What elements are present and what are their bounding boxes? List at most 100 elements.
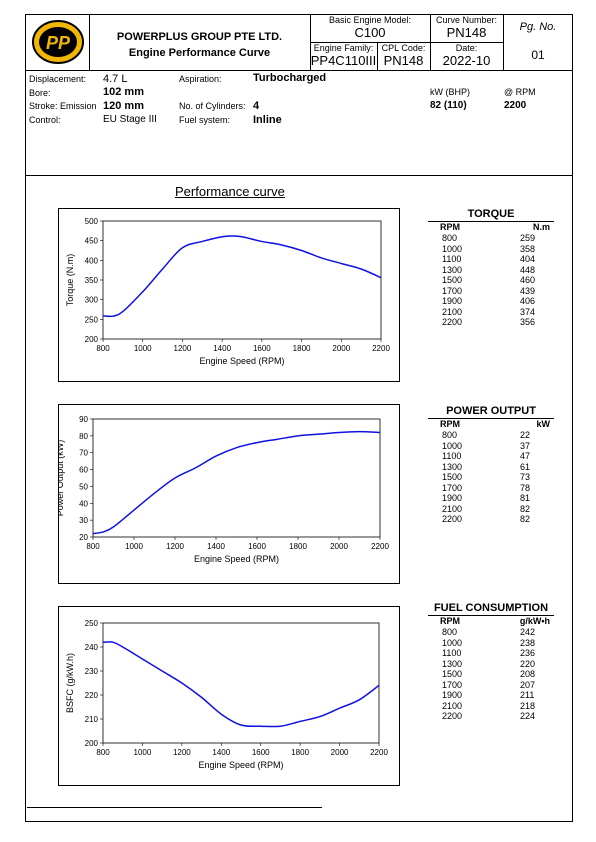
section-title: Performance curve [175, 184, 285, 199]
y-axis-label: BSFC (g/kW.h) [65, 653, 75, 713]
page-frame [25, 14, 573, 822]
x-tick-label: 800 [86, 542, 100, 551]
cylinders-value: 4 [253, 100, 260, 112]
x-tick-label: 1000 [134, 748, 152, 757]
rpm-label: @ RPM [504, 87, 536, 97]
x-axis-label: Engine Speed (RPM) [199, 356, 284, 366]
rpm-cell: 1000 [442, 637, 463, 648]
table-row: 2100 82 [428, 504, 554, 515]
table-row: 800 242 [428, 627, 554, 638]
x-tick-label: 2200 [370, 748, 388, 757]
rpm-cell: 2100 [442, 306, 463, 317]
kw-bhp-value: 82 (110) [430, 100, 467, 111]
y-tick-label: 70 [79, 449, 88, 458]
y-axis-label: Torque (N.m) [65, 254, 75, 307]
table-row: 1100 236 [428, 648, 554, 659]
company-logo: PP [30, 18, 86, 66]
rpm-cell: 1100 [442, 254, 462, 264]
bsfc-chart: 800 1000 1200 1400 1600 1800 2000 2200 200 210 220… [58, 606, 400, 786]
rpm-cell: 1900 [442, 690, 463, 700]
control-value: EU Stage III [103, 114, 157, 125]
rpm-cell: 1500 [442, 669, 463, 679]
basic-model-value: C100 [354, 25, 386, 40]
rpm-cell: 1900 [442, 296, 463, 306]
rpm-cell: 1000 [442, 440, 463, 451]
table-row: 2200 224 [428, 711, 554, 722]
table-row: 1100 404 [428, 254, 554, 265]
power-chart-svg: 800 1000 1200 1400 1600 1800 2000 2200 20 30 40 50 6… [55, 415, 389, 564]
rpm-cell: 1000 [442, 243, 463, 254]
y-tick-label: 200 [85, 739, 99, 748]
rpm-cell: 1100 [442, 451, 462, 461]
bore-value: 102 mm [103, 86, 144, 98]
x-tick-label: 1200 [173, 748, 191, 757]
rpm-cell: 1900 [442, 493, 463, 503]
table-fuel-consumption: FUEL CONSUMPTION RPM g/kW•h 800 242 1000 238 11… [428, 602, 554, 722]
table-header: RPM kW [428, 419, 554, 430]
y-tick-label: 210 [85, 715, 99, 724]
rpm-cell: 2100 [442, 700, 463, 711]
value-cell: 208 [520, 669, 536, 679]
y-tick-label: 250 [85, 619, 99, 628]
x-tick-label: 1400 [207, 542, 225, 551]
table-row: 1000 37 [428, 441, 554, 452]
x-tick-label: 2000 [332, 344, 350, 353]
table-row: 1700 207 [428, 680, 554, 691]
page-number-label: Pg. No. [519, 21, 557, 33]
control-label: Control: [29, 115, 61, 125]
table-row: 800 259 [428, 233, 554, 244]
x-tick-label: 1000 [125, 542, 143, 551]
value-cell: 236 [520, 648, 536, 658]
value-cell: 220 [520, 658, 536, 669]
table-title: TORQUE [428, 208, 554, 222]
table-torque: TORQUE RPM N.m 800 259 1000 358 1100 404 1300 448 1… [428, 208, 554, 328]
value-cell: 81 [520, 493, 531, 503]
cylinders-label: No. of Cylinders: [179, 101, 246, 111]
table-row: 1300 448 [428, 265, 554, 276]
y-tick-label: 200 [85, 335, 99, 344]
value-cell: 238 [520, 637, 536, 648]
x-tick-label: 2200 [372, 344, 390, 353]
column-header: N.m [532, 222, 550, 232]
table-row: 1000 358 [428, 244, 554, 255]
value-cell: 460 [520, 275, 536, 285]
rpm-cell: 2200 [442, 317, 463, 327]
stroke-value: 120 mm [103, 100, 144, 112]
rpm-cell: 2200 [442, 711, 463, 721]
plot-area [102, 220, 382, 340]
rpm-cell: 800 [442, 627, 458, 637]
rpm-value: 2200 [504, 100, 527, 111]
x-tick-label: 1800 [289, 542, 307, 551]
y-tick-label: 500 [85, 217, 99, 226]
table-row: 1900 81 [428, 493, 554, 504]
column-header: RPM [440, 222, 460, 232]
table-row: 2200 82 [428, 514, 554, 525]
date-value: 2022-10 [442, 53, 491, 68]
table-row: 1500 460 [428, 275, 554, 286]
cpl-code-value: PN148 [383, 53, 424, 68]
table-row: 1900 406 [428, 296, 554, 307]
value-cell: 22 [520, 430, 531, 440]
x-tick-label: 2000 [331, 748, 349, 757]
value-cell: 358 [520, 243, 536, 254]
x-tick-label: 2200 [371, 542, 389, 551]
plot-area [102, 622, 380, 744]
series-line [92, 430, 381, 535]
bore-label: Bore: [29, 88, 51, 98]
rpm-cell: 1500 [442, 472, 463, 482]
curve-number-label: Curve Number: [435, 15, 498, 25]
y-tick-label: 250 [85, 315, 99, 324]
table-header: RPM g/kW•h [428, 616, 554, 627]
y-tick-label: 300 [85, 296, 99, 305]
x-tick-label: 1400 [212, 748, 230, 757]
header-bottom-rule [25, 70, 573, 71]
x-tick-label: 1400 [213, 344, 231, 353]
value-cell: 82 [520, 514, 531, 524]
table-row: 1900 211 [428, 690, 554, 701]
y-tick-label: 220 [85, 691, 99, 700]
logo-divider [89, 14, 90, 70]
value-cell: 61 [520, 461, 531, 472]
fuel-system-label: Fuel system: [179, 115, 231, 125]
date-label: Date: [455, 43, 478, 53]
value-cell: 224 [520, 711, 536, 721]
